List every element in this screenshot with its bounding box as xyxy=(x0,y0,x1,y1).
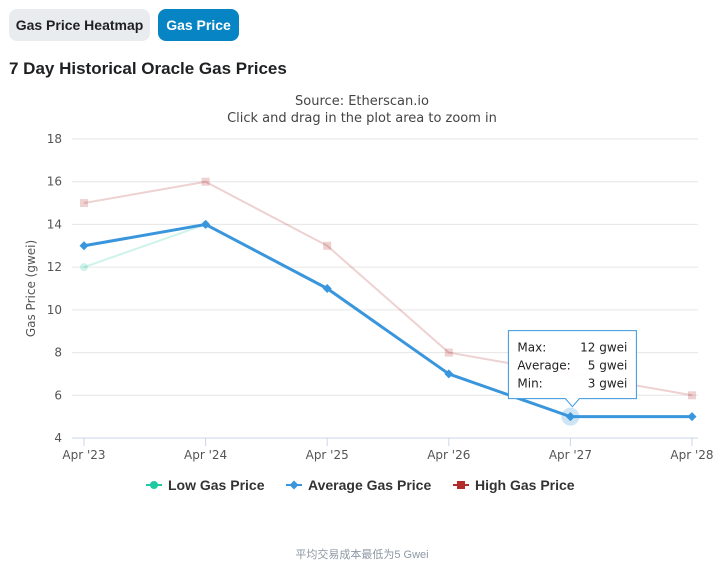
tab-gas-price-heatmap[interactable]: Gas Price Heatmap xyxy=(9,9,150,41)
x-tick-label: Apr '28 xyxy=(670,448,713,462)
legend-item-high-gas-price[interactable]: High Gas Price xyxy=(453,477,575,493)
legend-label: Low Gas Price xyxy=(168,477,265,493)
hovered-data-point[interactable] xyxy=(565,412,575,422)
tooltip-label: Max: xyxy=(517,341,546,355)
x-tick-label: Apr '25 xyxy=(306,448,349,462)
gas-price-chart[interactable]: Source: Etherscan.io Click and drag in th… xyxy=(0,85,724,525)
y-tick-label: 10 xyxy=(47,303,62,317)
footnote: 平均交易成本最低为5 Gwei xyxy=(295,549,429,561)
chart-subtitle-line: Source: Etherscan.io xyxy=(295,94,429,109)
tooltip-value: 5 gwei xyxy=(588,359,628,373)
chart-legend: Low Gas Price Average Gas Price High Gas P… xyxy=(146,477,575,493)
y-tick-label: 18 xyxy=(47,132,62,146)
legend-marker[interactable] xyxy=(457,481,465,489)
data-point[interactable] xyxy=(323,241,332,250)
data-point[interactable] xyxy=(688,391,696,400)
page-title: 7 Day Historical Oracle Gas Prices xyxy=(9,59,287,78)
data-point[interactable] xyxy=(444,369,454,379)
series-line xyxy=(83,222,692,419)
x-tick-label: Apr '23 xyxy=(62,448,105,462)
x-tick-label: Apr '27 xyxy=(549,448,592,462)
chart-subtitle-line: Click and drag in the plot area to zoom … xyxy=(227,111,497,126)
series-line xyxy=(83,223,206,269)
y-axis-label: Gas Price (gwei) xyxy=(24,240,38,337)
tooltip-value: 12 gwei xyxy=(580,341,627,355)
y-tick-label: 16 xyxy=(47,175,62,189)
y-tick-label: 8 xyxy=(54,346,62,360)
y-tick-label: 12 xyxy=(47,260,62,274)
y-tick-label: 6 xyxy=(54,388,62,402)
data-point[interactable] xyxy=(201,177,210,186)
data-point[interactable] xyxy=(80,263,88,272)
data-point[interactable] xyxy=(79,241,89,251)
legend-item-low-gas-price[interactable]: Low Gas Price xyxy=(146,477,265,493)
data-point[interactable] xyxy=(444,348,453,357)
chart-tooltip: Max: 12 gwei Average: 5 gwei Min: 3 gwei xyxy=(507,330,637,408)
legend-label: High Gas Price xyxy=(475,477,575,493)
legend-marker[interactable] xyxy=(150,481,158,489)
data-point[interactable] xyxy=(201,219,211,229)
tooltip-label: Average: xyxy=(517,359,570,373)
tooltip-label: Min: xyxy=(517,377,542,391)
legend-label: Average Gas Price xyxy=(308,477,431,493)
data-point[interactable] xyxy=(322,284,332,293)
legend-item-average-gas-price[interactable]: Average Gas Price xyxy=(286,477,431,493)
x-tick-label: Apr '24 xyxy=(184,448,227,462)
data-point[interactable] xyxy=(80,199,88,208)
y-tick-label: 4 xyxy=(54,431,62,445)
data-point[interactable] xyxy=(687,412,697,422)
tooltip-box xyxy=(507,330,637,408)
x-tick-label: Apr '26 xyxy=(427,448,470,462)
tab-bar: Gas Price Heatmap Gas Price xyxy=(9,9,239,41)
tab-gas-price[interactable]: Gas Price xyxy=(158,9,239,41)
y-tick-label: 14 xyxy=(47,217,62,231)
tooltip-value: 3 gwei xyxy=(588,377,628,391)
legend-marker[interactable] xyxy=(289,480,299,490)
